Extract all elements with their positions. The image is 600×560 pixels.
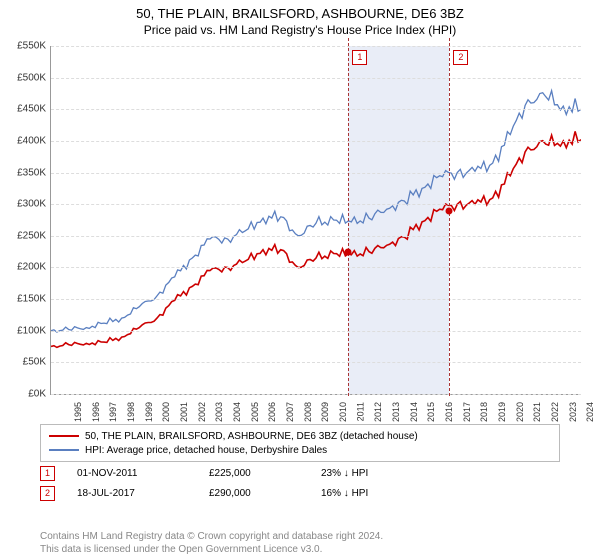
sale-index: 1 [40,466,55,481]
x-tick-label: 2023 [568,402,578,422]
x-tick-label: 2008 [303,402,313,422]
x-tick-label: 2001 [179,402,189,422]
x-tick-label: 2016 [444,402,454,422]
sale-vline [449,38,450,396]
chart-page: 50, THE PLAIN, BRAILSFORD, ASHBOURNE, DE… [0,0,600,560]
y-tick-label: £300K [17,199,46,210]
legend-row: 50, THE PLAIN, BRAILSFORD, ASHBOURNE, DE… [49,429,551,443]
footer-line: This data is licensed under the Open Gov… [40,544,322,555]
page-title: 50, THE PLAIN, BRAILSFORD, ASHBOURNE, DE… [0,0,600,21]
line-series-svg [51,46,581,394]
x-tick-label: 2007 [285,402,295,422]
sale-row: 2 18-JUL-2017 £290,000 16% ↓ HPI [40,486,560,501]
x-tick-label: 1996 [91,402,101,422]
x-tick-label: 2000 [161,402,171,422]
plot-area: 12 [50,46,581,395]
y-tick-label: £450K [17,104,46,115]
x-tick-label: 2022 [550,402,560,422]
x-tick-label: 2018 [479,402,489,422]
y-tick-label: £400K [17,135,46,146]
sale-index: 2 [40,486,55,501]
y-tick-label: £550K [17,41,46,52]
x-tick-label: 2010 [338,402,348,422]
legend-label: HPI: Average price, detached house, Derb… [85,445,327,456]
x-tick-label: 2009 [320,402,330,422]
y-tick-label: £100K [17,325,46,336]
x-tick-label: 2020 [515,402,525,422]
page-subtitle: Price paid vs. HM Land Registry's House … [0,21,600,37]
legend-box: 50, THE PLAIN, BRAILSFORD, ASHBOURNE, DE… [40,424,560,462]
legend-swatch [49,435,79,437]
x-tick-label: 2002 [197,402,207,422]
y-tick-label: £500K [17,72,46,83]
y-tick-label: £200K [17,262,46,273]
sale-diff: 16% ↓ HPI [321,488,368,499]
x-tick-label: 2012 [373,402,383,422]
x-tick-label: 2017 [462,402,472,422]
x-tick-label: 2019 [497,402,507,422]
legend-swatch [49,449,79,451]
x-tick-label: 2024 [585,402,595,422]
x-tick-label: 2006 [267,402,277,422]
x-tick-label: 1995 [73,402,83,422]
sale-price: £290,000 [209,488,299,499]
x-tick-label: 2003 [214,402,224,422]
sale-vline [348,38,349,396]
sale-date: 18-JUL-2017 [77,488,187,499]
footer-line: Contains HM Land Registry data © Crown c… [40,531,383,542]
x-tick-label: 2021 [532,402,542,422]
sale-row: 1 01-NOV-2011 £225,000 23% ↓ HPI [40,466,560,481]
chart-area: £0K £50K £100K £150K £200K £250K £300K £350K £40… [10,46,590,416]
x-tick-label: 2014 [409,402,419,422]
footer-attribution: Contains HM Land Registry data © Crown c… [40,531,383,556]
sale-date: 01-NOV-2011 [77,468,187,479]
x-tick-label: 1999 [144,402,154,422]
x-tick-label: 2005 [250,402,260,422]
x-tick-label: 2004 [232,402,242,422]
y-tick-label: £350K [17,167,46,178]
x-tick-label: 1998 [126,402,136,422]
legend-label: 50, THE PLAIN, BRAILSFORD, ASHBOURNE, DE… [85,431,418,442]
legend-row: HPI: Average price, detached house, Derb… [49,443,551,457]
series-line [51,131,581,347]
sale-marker: 1 [352,50,367,65]
sale-marker: 2 [453,50,468,65]
x-tick-label: 2015 [426,402,436,422]
sale-price: £225,000 [209,468,299,479]
x-tick-label: 2011 [355,402,365,421]
sale-dot [446,207,453,214]
y-tick-label: £0K [28,389,46,400]
sale-dot [345,248,352,255]
y-tick-label: £150K [17,294,46,305]
series-line [51,91,581,332]
sale-diff: 23% ↓ HPI [321,468,368,479]
y-tick-label: £50K [23,357,46,368]
x-tick-label: 2013 [391,402,401,422]
x-tick-label: 1997 [108,402,118,422]
y-tick-label: £250K [17,230,46,241]
